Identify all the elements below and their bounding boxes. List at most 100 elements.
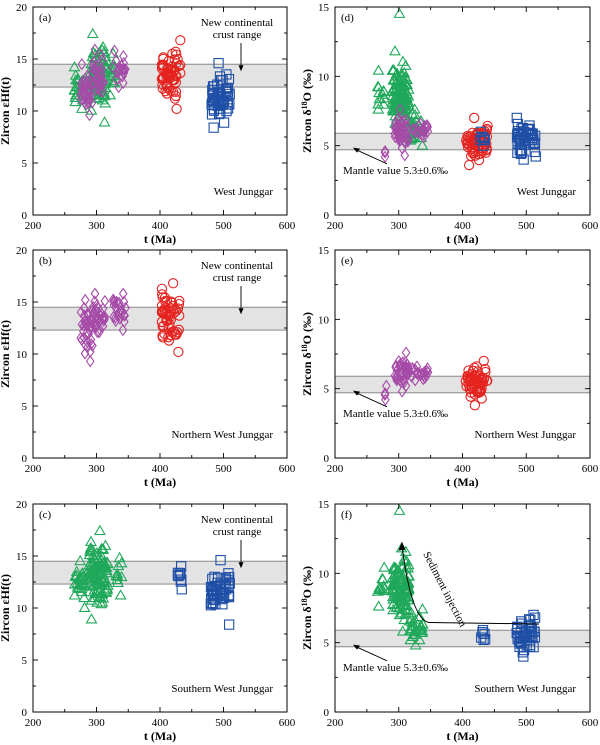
- data-point: [512, 623, 523, 635]
- y-tick-label: 10: [318, 568, 330, 580]
- data-point: [95, 85, 105, 98]
- data-point: [224, 572, 235, 583]
- data-point: [77, 318, 87, 331]
- y-axis-label: Zircon εHf(t): [0, 77, 12, 145]
- x-tick-label: 300: [391, 463, 408, 475]
- data-point: [372, 64, 385, 75]
- data-point: [97, 307, 107, 321]
- data-point: [89, 563, 102, 574]
- y-tick-label: 5: [22, 655, 28, 667]
- data-point: [395, 607, 408, 618]
- data-point: [172, 303, 184, 314]
- panel-a: 200 300 400 500 600 0 5 10 15 20 t (Ma) Zircon εHf(…: [0, 2, 296, 246]
- data-point: [408, 625, 421, 637]
- x-axis-label: t (Ma): [446, 729, 478, 743]
- data-point: [91, 318, 100, 331]
- data-points: [380, 346, 493, 411]
- data-point: [399, 373, 408, 386]
- x-tick-label: 600: [279, 220, 296, 232]
- data-point: [100, 586, 113, 597]
- data-point: [83, 548, 96, 560]
- data-point: [409, 639, 422, 650]
- data-point: [529, 632, 541, 643]
- data-point: [475, 135, 486, 146]
- data-point: [79, 331, 89, 344]
- data-point: [395, 99, 408, 110]
- y-tick-label: 20: [16, 245, 28, 257]
- data-point: [398, 356, 408, 369]
- data-point: [101, 584, 113, 595]
- data-point: [119, 308, 129, 321]
- data-point: [157, 330, 168, 341]
- plot-frame: [334, 249, 591, 459]
- data-point: [214, 587, 226, 598]
- data-point: [80, 96, 89, 109]
- data-point: [175, 35, 186, 46]
- data-point: [98, 319, 108, 333]
- data-points: [68, 524, 235, 630]
- data-point: [416, 626, 429, 637]
- data-point: [98, 311, 108, 324]
- x-tick-label: 300: [88, 220, 105, 232]
- data-point: [380, 388, 390, 402]
- data-point: [161, 70, 172, 81]
- data-point: [84, 541, 97, 553]
- data-point: [110, 44, 119, 57]
- data-point: [93, 325, 102, 339]
- data-point: [386, 64, 399, 75]
- data-point: [91, 63, 101, 77]
- arrow-head: [238, 65, 244, 72]
- data-point: [481, 375, 492, 386]
- data-point: [112, 295, 121, 309]
- data-point: [467, 148, 478, 159]
- data-point: [100, 54, 113, 66]
- data-point: [394, 82, 407, 93]
- data-point: [83, 585, 96, 597]
- data-point: [169, 93, 181, 104]
- data-point: [391, 116, 400, 129]
- data-point: [76, 88, 86, 102]
- data-point: [413, 125, 422, 138]
- data-point: [175, 569, 186, 580]
- data-point: [396, 625, 409, 636]
- data-point: [173, 60, 184, 72]
- data-point: [391, 359, 401, 372]
- data-point: [114, 589, 127, 600]
- data-points: [68, 27, 235, 133]
- data-point: [172, 327, 183, 338]
- band-label: New continental: [201, 17, 273, 29]
- data-point: [403, 135, 413, 148]
- data-point: [69, 69, 82, 80]
- data-point: [170, 329, 181, 340]
- y-tick-label: 0: [324, 707, 330, 719]
- data-point: [207, 88, 218, 99]
- series-purple-diamond: [76, 287, 130, 368]
- y-label-superscript: 18: [300, 344, 309, 352]
- data-point: [477, 627, 488, 638]
- data-point: [79, 309, 89, 322]
- data-point: [405, 606, 418, 618]
- data-point: [208, 594, 219, 605]
- panel-b: 200 300 400 500 600 0 5 10 15 20 t (Ma) Zircon εHf(…: [0, 245, 296, 489]
- band-label: crust range: [213, 29, 262, 41]
- x-tick-label: 400: [152, 220, 169, 232]
- data-point: [518, 644, 530, 656]
- data-point: [69, 95, 82, 107]
- data-point: [80, 82, 90, 95]
- data-point: [156, 306, 168, 317]
- mantle-label: Mantle value 5.3±0.6‰: [343, 662, 448, 674]
- data-point: [176, 574, 187, 585]
- data-point: [469, 112, 480, 124]
- panel-d: 200 300 400 500 600 0 5 10 15 t (Ma) Zircon δ18O (…: [300, 2, 599, 246]
- data-point: [88, 67, 98, 80]
- x-tick-label: 300: [391, 220, 408, 232]
- x-tick-label: 600: [279, 463, 296, 475]
- data-point: [525, 614, 536, 626]
- data-point: [464, 380, 475, 391]
- data-point: [393, 7, 406, 18]
- data-point: [221, 69, 232, 80]
- data-point: [214, 71, 226, 82]
- data-point: [167, 300, 178, 312]
- data-point: [223, 619, 235, 630]
- data-point: [209, 81, 220, 92]
